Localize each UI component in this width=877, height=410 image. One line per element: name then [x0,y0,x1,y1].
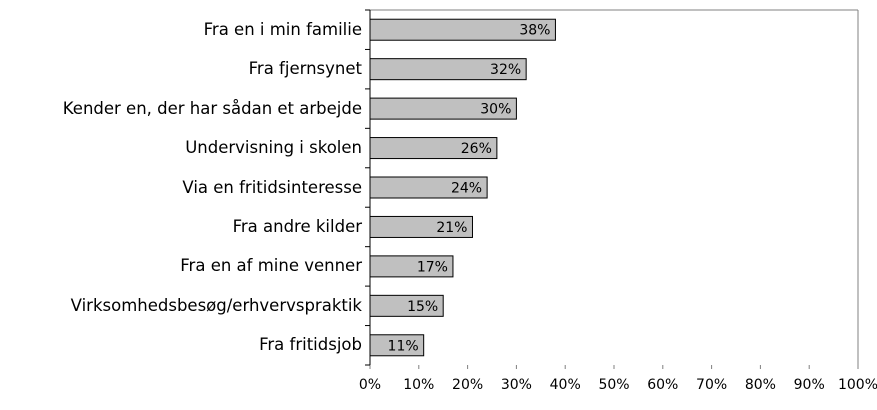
x-tick-label: 90% [794,377,825,393]
bar [369,334,425,357]
value-label: 15% [407,299,438,315]
bar [369,18,556,41]
y-tick-label: Fra en i min familie [203,19,362,39]
bar [369,58,527,81]
bar [369,215,473,238]
x-tick-label: 20% [452,377,483,393]
bar [369,255,454,278]
y-tick-label: Fra fjernsynet [248,59,362,79]
x-tick-label: 30% [501,377,532,393]
bar [369,137,498,160]
y-tick-label: Fra fritidsjob [259,335,362,355]
value-label: 21% [436,220,467,236]
value-label: 17% [417,259,448,275]
value-label: 32% [490,62,521,78]
x-tick-label: 100% [838,377,877,393]
x-tick-label: 10% [403,377,434,393]
x-tick-label: 80% [745,377,776,393]
x-tick-label: 40% [550,377,581,393]
x-tick-label: 50% [598,377,629,393]
bar [369,176,488,199]
x-tick-label: 70% [696,377,727,393]
y-tick-label: Fra en af mine venner [180,256,362,276]
value-label: 26% [461,141,492,157]
x-tick-label: 0% [359,377,381,393]
y-tick-label: Kender en, der har sådan et arbejde [62,98,362,118]
bar [369,97,517,120]
y-tick-label: Via en fritidsinteresse [182,177,362,197]
value-label: 24% [451,181,482,197]
bar [369,294,444,317]
y-tick-label: Undervisning i skolen [185,138,362,158]
value-label: 30% [480,102,511,118]
value-label: 38% [519,23,550,39]
y-tick-label: Fra andre kilder [232,216,362,236]
value-label: 11% [388,338,419,354]
x-tick-label: 60% [647,377,678,393]
y-tick-label: Virksomhedsbesøg/erhvervspraktik [70,295,362,315]
